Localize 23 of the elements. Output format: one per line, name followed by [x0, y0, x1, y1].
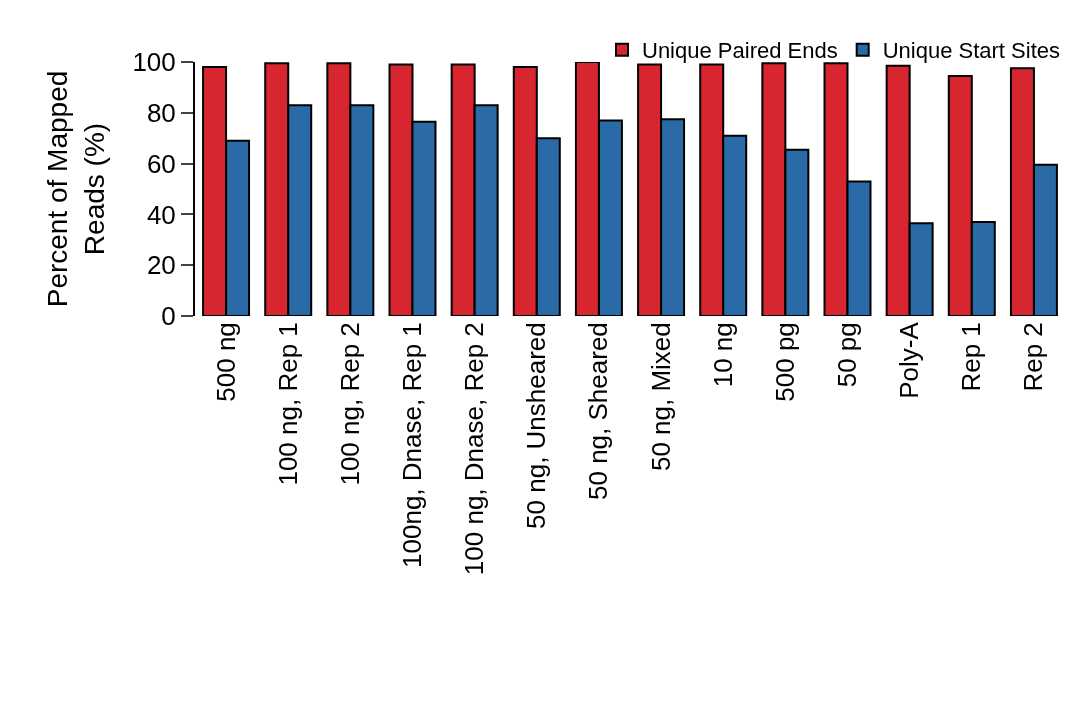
x-tick-label: Rep 1: [956, 322, 987, 392]
x-tick-label: 50 pg: [831, 322, 862, 388]
y-tick-label: 20: [146, 250, 176, 281]
x-tick-label: 100 ng, Rep 2: [334, 322, 365, 486]
x-tick-label: 50 ng, Sheared: [583, 322, 614, 501]
y-tick-label: 100: [132, 47, 176, 78]
x-tick-label: Poly-A: [894, 321, 925, 399]
x-tick-label: Rep 2: [1018, 322, 1049, 392]
legend-label: Unique Start Sites: [882, 38, 1060, 64]
x-tick-label: 100 ng, Rep 1: [272, 322, 303, 486]
y-tick-label: 60: [146, 148, 176, 179]
y-tick-label: 0: [161, 301, 176, 332]
y-axis-title: Percent of Mapped Reads (%): [42, 70, 110, 308]
x-tick-label: 100ng, Dnase, Rep 1: [396, 322, 427, 568]
x-tick-label: 100 ng, Dnase, Rep 2: [459, 322, 490, 576]
x-tick-label: 500 pg: [769, 322, 800, 402]
x-tick-label: 10 ng: [707, 322, 738, 388]
x-tick-label: 50 ng, Unsheared: [521, 322, 552, 529]
y-tick-label: 40: [146, 199, 176, 230]
x-tick-label: 50 ng, Mixed: [645, 322, 676, 472]
y-tick-label: 80: [146, 97, 176, 128]
legend-label: Unique Paired Ends: [642, 38, 838, 64]
x-tick-label: 500 ng: [210, 322, 241, 402]
